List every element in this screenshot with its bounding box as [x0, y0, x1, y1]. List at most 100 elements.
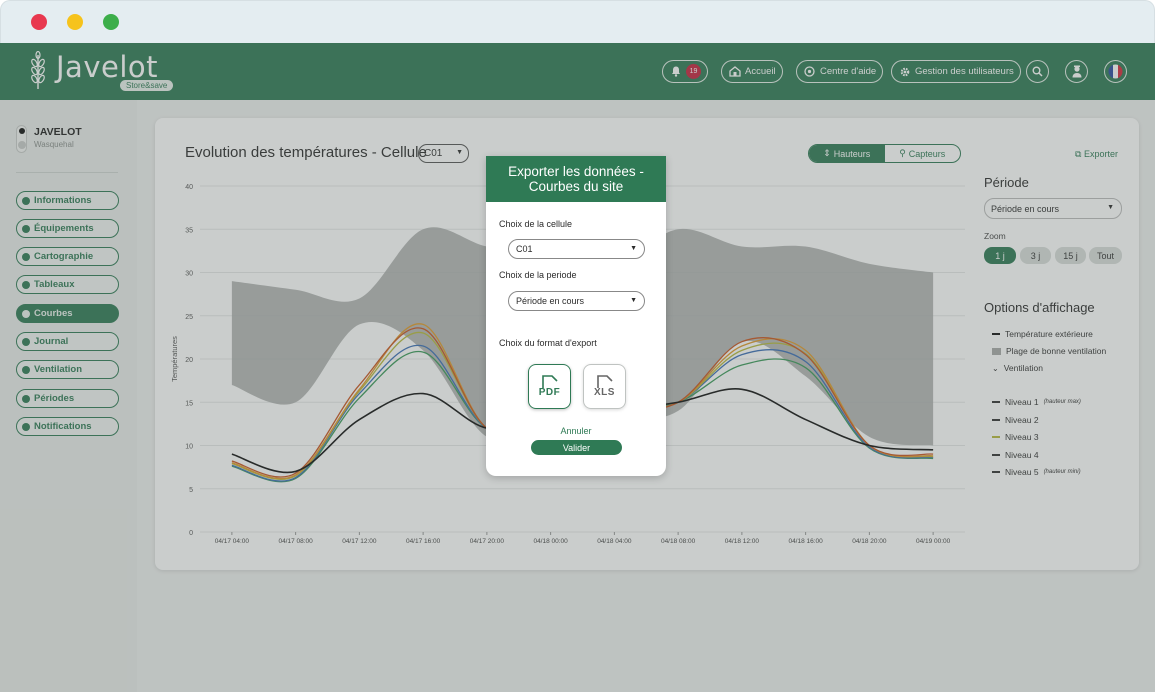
legend-band[interactable]: Plage de bonne ventilation	[992, 346, 1106, 356]
cell-select[interactable]: C01 ▼	[418, 144, 469, 163]
legend-n3[interactable]: Niveau 3	[992, 432, 1039, 442]
sidebar: JAVELOT Wasquehal Informations Équipement…	[0, 100, 137, 692]
help-icon	[803, 65, 816, 78]
display-options-heading: Options d'affichage	[984, 300, 1095, 315]
chevron-down-icon: ▼	[1107, 204, 1114, 211]
search-icon	[1032, 66, 1043, 77]
bullet-icon	[22, 365, 30, 374]
sidebar-item-courbes[interactable]: Courbes	[16, 304, 119, 323]
app-header: Javelot Store&save 19 Accueil Centre d'a…	[0, 43, 1155, 100]
zoom-all-button[interactable]: Tout	[1089, 247, 1122, 264]
gear-icon	[898, 65, 911, 78]
x-tick-label: 04/17 20:00	[470, 538, 505, 545]
sidebar-item-tableaux[interactable]: Tableaux	[16, 275, 119, 294]
pdf-label: PDF	[538, 387, 561, 398]
sidebar-item-label: Périodes	[34, 393, 75, 404]
modal-period-value: Période en cours	[516, 296, 585, 306]
tab-capteurs[interactable]: ⚲ Capteurs	[885, 145, 961, 162]
sidebar-item-ventilation[interactable]: Ventilation	[16, 360, 119, 379]
legend-n2[interactable]: Niveau 2	[992, 415, 1039, 425]
y-tick-label: 20	[185, 357, 193, 364]
sidebar-item-cartographie[interactable]: Cartographie	[16, 247, 119, 266]
x-tick-label: 04/18 20:00	[852, 538, 887, 545]
site-city: Wasquehal	[34, 140, 74, 149]
profile-button[interactable]	[1065, 60, 1088, 83]
period-heading: Période	[984, 175, 1029, 190]
home-label: Accueil	[745, 66, 776, 77]
legend-n4[interactable]: Niveau 4	[992, 450, 1039, 460]
sidebar-item-journal[interactable]: Journal	[16, 332, 119, 351]
legend-n5[interactable]: Niveau 5 (hauteur mini)	[992, 467, 1081, 477]
bullet-icon	[22, 196, 30, 205]
validate-button[interactable]: Valider	[531, 440, 622, 455]
legend-band-label: Plage de bonne ventilation	[1006, 346, 1107, 356]
legend-n5-label: Niveau 5	[1005, 467, 1039, 477]
bullet-icon	[22, 280, 30, 289]
zoom-3j-button[interactable]: 3 j	[1020, 247, 1051, 264]
bullet-icon	[22, 224, 30, 233]
modal-title-line2: Courbes du site	[528, 179, 624, 194]
x-tick-label: 04/18 08:00	[661, 538, 696, 545]
page-title: Evolution des températures - Cellule	[185, 144, 427, 161]
period-select[interactable]: Période en cours ▼	[984, 198, 1122, 219]
modal-header: Exporter les données - Courbes du site	[486, 156, 666, 202]
sidebar-item-label: Notifications	[34, 421, 92, 432]
sidebar-item-label: Ventilation	[34, 364, 83, 375]
maximize-window-button[interactable]	[103, 14, 119, 30]
export-link[interactable]: ⧉ Exporter	[1075, 149, 1118, 160]
zoom-15j-button[interactable]: 15 j	[1055, 247, 1086, 264]
xls-format-button[interactable]: XLS	[583, 364, 626, 409]
bullet-icon	[22, 309, 30, 318]
y-tick-label: 40	[185, 184, 193, 191]
help-center-button[interactable]: Centre d'aide	[796, 60, 884, 83]
sidebar-item-equipements[interactable]: Équipements	[16, 219, 119, 238]
sidebar-item-informations[interactable]: Informations	[16, 191, 119, 210]
legend-n3-label: Niveau 3	[1005, 432, 1039, 442]
legend-n1[interactable]: Niveau 1 (hauteur max)	[992, 397, 1081, 407]
legend-n4-label: Niveau 4	[1005, 450, 1039, 460]
help-label: Centre d'aide	[820, 66, 877, 77]
zoom-1j-button[interactable]: 1 j	[984, 247, 1016, 264]
sidebar-item-label: Journal	[34, 336, 69, 347]
legend-ext[interactable]: Température extérieure	[992, 329, 1093, 339]
export-modal: Exporter les données - Courbes du site C…	[486, 156, 666, 476]
sidebar-item-label: Équipements	[34, 223, 94, 234]
chevron-down-icon: ▼	[630, 245, 637, 252]
modal-period-select[interactable]: Période en cours ▼	[508, 291, 645, 311]
modal-cell-select[interactable]: C01 ▼	[508, 239, 645, 259]
window-titlebar	[0, 0, 1155, 43]
cancel-button[interactable]: Annuler	[560, 426, 592, 436]
close-window-button[interactable]	[31, 14, 47, 30]
minimize-window-button[interactable]	[67, 14, 83, 30]
notifications-button[interactable]: 19	[662, 60, 708, 83]
app-logo[interactable]: Javelot Store&save	[30, 48, 174, 94]
sidebar-item-periodes[interactable]: Périodes	[16, 389, 119, 408]
chevron-down-icon: ▼	[456, 149, 463, 156]
chevron-down-icon: ▼	[630, 297, 637, 304]
header-overlay	[0, 43, 1155, 100]
period-choice-label: Choix de la periode	[499, 270, 577, 280]
bell-icon	[669, 65, 682, 78]
y-tick-label: 30	[185, 271, 193, 278]
logo-text: Javelot	[56, 50, 158, 84]
tab-hauteurs[interactable]: ⇕ Hauteurs	[809, 145, 885, 162]
user-management-button[interactable]: Gestion des utilisateurs	[891, 60, 1021, 83]
y-tick-label: 35	[185, 227, 193, 234]
x-tick-label: 04/17 04:00	[215, 538, 250, 545]
cell-select-value: C01	[424, 148, 443, 159]
cell-choice-label: Choix de la cellule	[499, 219, 573, 229]
modal-cell-value: C01	[516, 244, 533, 254]
site-toggle[interactable]	[16, 125, 27, 153]
legend-ventilation[interactable]: ⌄ Ventilation	[992, 363, 1043, 373]
home-button[interactable]: Accueil	[721, 60, 783, 83]
flag-fr-icon	[1108, 64, 1123, 79]
x-tick-label: 04/19 00:00	[916, 538, 951, 545]
y-tick-label: 0	[189, 530, 193, 537]
zoom-label: Zoom	[984, 231, 1006, 241]
sidebar-item-notifications[interactable]: Notifications	[16, 417, 119, 436]
sensor-icon: ⚲	[899, 148, 906, 158]
x-tick-label: 04/18 16:00	[788, 538, 823, 545]
pdf-format-button[interactable]: PDF	[528, 364, 571, 409]
search-button[interactable]	[1026, 60, 1049, 83]
language-button[interactable]	[1104, 60, 1127, 83]
